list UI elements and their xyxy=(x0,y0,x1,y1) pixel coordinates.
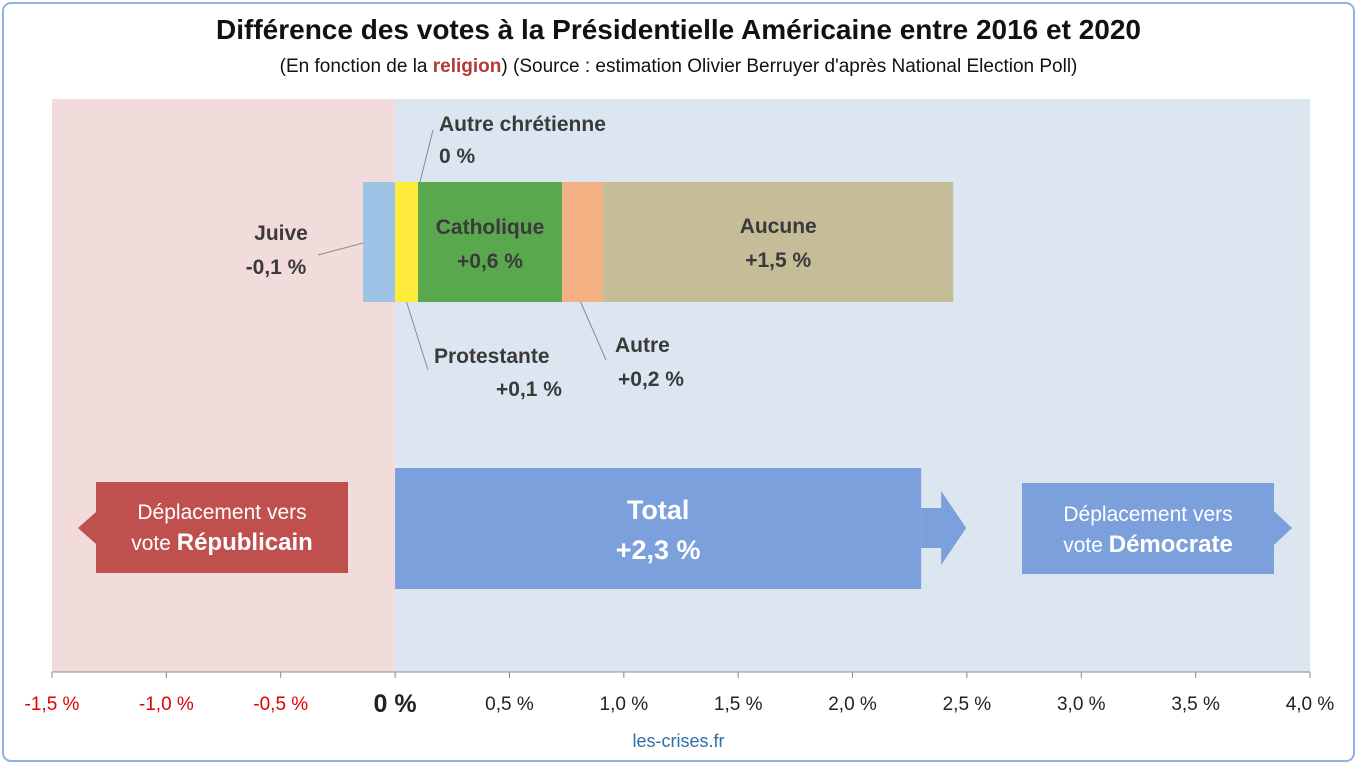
label-catholique-value: +0,6 % xyxy=(457,250,523,273)
leader-juive xyxy=(317,242,364,256)
x-tick-label: 1,0 % xyxy=(600,694,649,715)
leader-autre xyxy=(580,301,607,361)
democrat-callout-line2: vote Démocrate xyxy=(1063,531,1233,558)
bar-labels: Catholique +0,6 % Aucune +1,5 % Juive -0,1 % A… xyxy=(246,113,817,401)
x-tick-label: 4,0 % xyxy=(1286,694,1335,715)
label-aucune-value: +1,5 % xyxy=(745,249,811,272)
x-tick-label: 1,5 % xyxy=(714,694,763,715)
bar-catholique xyxy=(417,182,563,302)
republican-callout-line2: vote Républicain xyxy=(131,529,313,556)
bar-total xyxy=(395,468,922,589)
x-tick-label: -1,0 % xyxy=(139,694,194,715)
chart-subtitle: (En fonction de la religion) (Source : e… xyxy=(0,56,1357,78)
label-aucune-name: Aucune xyxy=(740,215,817,238)
label-protestante-name: Protestante xyxy=(434,345,550,368)
label-protestante-value: +0,1 % xyxy=(496,378,562,401)
democrat-callout xyxy=(1022,483,1292,574)
label-total-name: Total xyxy=(627,495,690,525)
x-tick-label: 3,5 % xyxy=(1171,694,1220,715)
republican-zone xyxy=(52,99,396,672)
x-tick-label: 3,0 % xyxy=(1057,694,1106,715)
leader-lines xyxy=(317,129,607,371)
republican-callout-line1: Déplacement vers xyxy=(137,501,306,524)
label-autre-value: +0,2 % xyxy=(618,368,684,391)
footer-source: les-crises.fr xyxy=(632,731,725,751)
label-autre-name: Autre xyxy=(615,334,670,357)
subtitle-prefix: (En fonction de la xyxy=(279,56,433,77)
x-tick-label: 0 % xyxy=(374,690,417,718)
label-catholique-name: Catholique xyxy=(436,216,545,239)
x-tick-label: -1,5 % xyxy=(25,694,80,715)
total-group: Total +2,3 % xyxy=(395,468,967,589)
direction-annotations: Déplacement vers vote Républicain Déplacem… xyxy=(78,482,1292,574)
label-autre-chretienne-value: 0 % xyxy=(439,145,476,168)
subtitle-keyword: religion xyxy=(432,56,502,77)
republican-callout xyxy=(78,482,348,573)
republican-callout-plain: vote xyxy=(131,532,177,555)
x-axis: -1,5 % -1,0 % -0,5 % 0 % 0,5 % 1,0 % 1,5 % 2,0 … xyxy=(25,671,1335,718)
democrat-callout-plain: vote xyxy=(1063,534,1109,557)
bar-autre xyxy=(562,182,604,302)
leader-protestante xyxy=(406,301,429,371)
x-tick-label: 2,0 % xyxy=(828,694,877,715)
leader-autre-chretienne xyxy=(419,129,434,183)
label-total-value: +2,3 % xyxy=(616,535,701,565)
bar-protestante xyxy=(395,182,418,302)
subtitle-suffix: ) (Source : estimation Olivier Berruyer … xyxy=(501,56,1078,77)
label-autre-chretienne-name: Autre chrétienne xyxy=(439,113,606,136)
stacked-bars xyxy=(363,182,954,302)
bar-juive xyxy=(363,182,396,302)
democrat-callout-bold: Démocrate xyxy=(1109,531,1233,558)
republican-callout-bold: Républicain xyxy=(177,529,313,556)
total-arrow xyxy=(921,491,967,565)
bar-aucune xyxy=(603,182,954,302)
chart-title: Différence des votes à la Présidentielle… xyxy=(216,14,1141,45)
x-tick-label: 0,5 % xyxy=(485,694,534,715)
label-juive-name: Juive xyxy=(254,222,308,245)
label-juive-value: -0,1 % xyxy=(246,256,307,279)
democrat-callout-line1: Déplacement vers xyxy=(1063,503,1232,526)
x-tick-label: -0,5 % xyxy=(253,694,308,715)
x-tick-label: 2,5 % xyxy=(943,694,992,715)
